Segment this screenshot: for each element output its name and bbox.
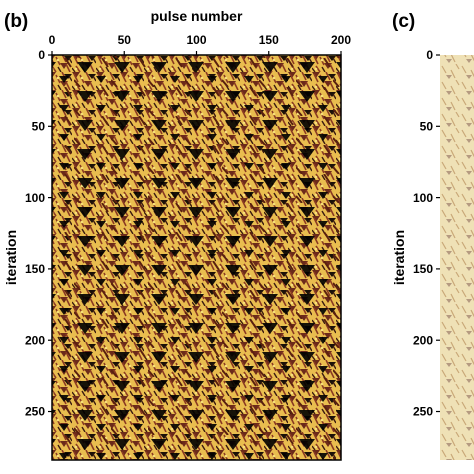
y-tick-label: 150 bbox=[413, 262, 433, 276]
x-tick-label: 100 bbox=[186, 33, 206, 47]
panel: (b) 0 50 100 150 200 250 iteration 0 50 100 150 200 p… bbox=[3, 8, 351, 461]
y-tick-label: 100 bbox=[25, 191, 45, 205]
y-axis-label: iteration bbox=[391, 230, 407, 285]
y-tick-label: 0 bbox=[38, 48, 45, 62]
y-tick-label: 150 bbox=[25, 262, 45, 276]
x-tick-label: 0 bbox=[49, 33, 56, 47]
y-tick-label: 200 bbox=[25, 333, 45, 347]
y-axis-label: iteration bbox=[3, 230, 19, 285]
y-tick-label: 50 bbox=[420, 119, 434, 133]
y-tick-label: 250 bbox=[25, 405, 45, 419]
panel-label: (c) bbox=[392, 11, 415, 32]
panel: (c) 0 50 100 150 200 250 iteration bbox=[391, 11, 474, 460]
y-tick-label: 200 bbox=[413, 333, 433, 347]
y-tick-label: 50 bbox=[32, 119, 46, 133]
x-axis-label: pulse number bbox=[151, 8, 243, 24]
heatmap-texture bbox=[52, 55, 341, 460]
y-tick-label: 250 bbox=[413, 405, 433, 419]
y-tick-label: 100 bbox=[413, 191, 433, 205]
x-tick-label: 200 bbox=[331, 33, 351, 47]
panels: (b) 0 50 100 150 200 250 iteration 0 50 100 150 200 p… bbox=[3, 8, 474, 461]
x-tick-label: 50 bbox=[118, 33, 132, 47]
heatmap-image bbox=[440, 55, 474, 460]
y-tick-label: 0 bbox=[426, 48, 433, 62]
panel-label: (b) bbox=[4, 11, 28, 32]
x-tick-label: 150 bbox=[259, 33, 279, 47]
